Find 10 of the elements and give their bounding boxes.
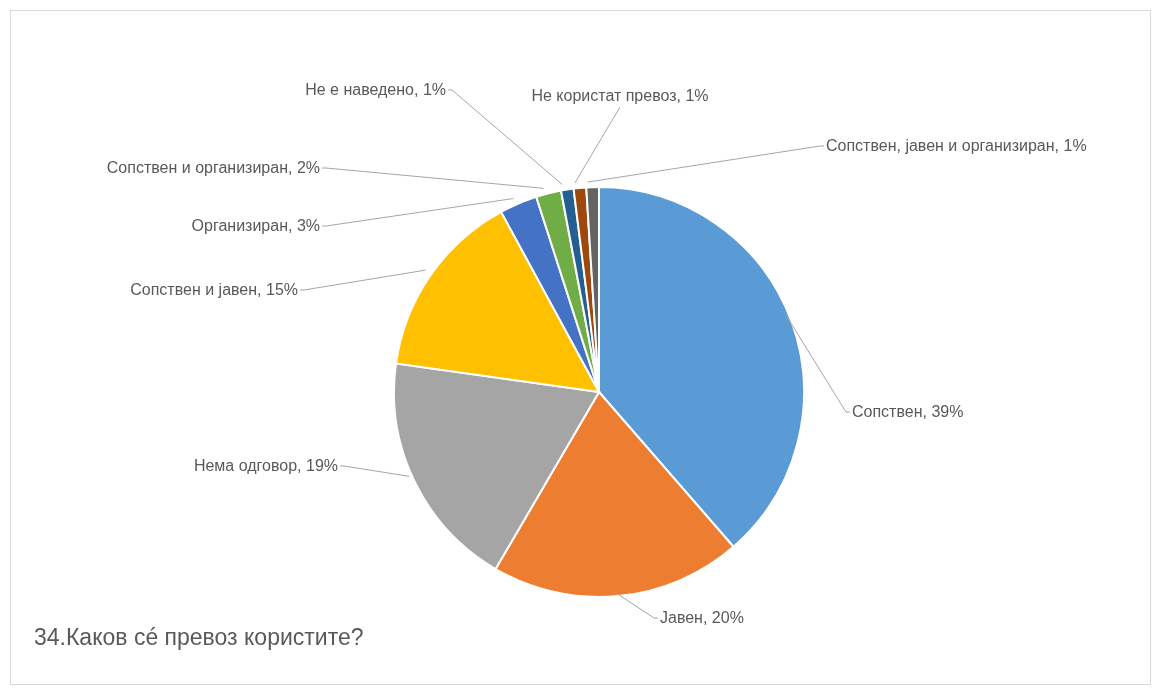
slice-label: Нема одговор, 19% [193, 457, 338, 474]
slice-label: Организиран, 3% [191, 217, 320, 234]
slice-label: Сопствен и организиран, 2% [106, 159, 320, 176]
slice-label: Не е наведено, 1% [305, 81, 446, 98]
slice-label: Сопствен, 39% [852, 403, 964, 420]
slice-label: Сопствен, јавен и организиран, 1% [826, 137, 1087, 154]
text: 34.Каков сé превоз користите? [34, 624, 364, 651]
slice-label: Јавен, 20% [660, 609, 744, 626]
slice-label: Сопствен и јавен, 15% [130, 281, 298, 298]
slice-label: Не користат превоз, 1% [531, 87, 709, 104]
